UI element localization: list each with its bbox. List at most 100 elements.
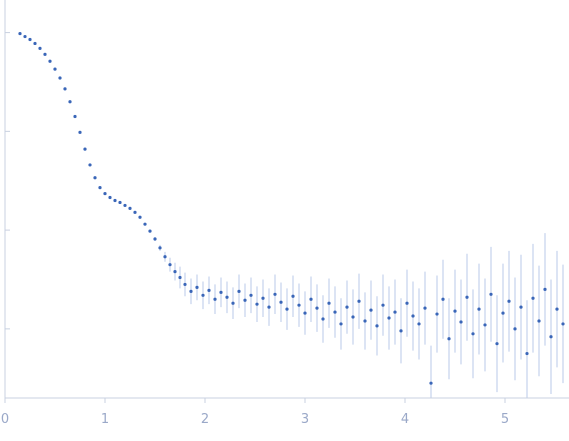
point: [351, 315, 355, 319]
point: [43, 52, 47, 56]
point: [405, 301, 409, 305]
point: [28, 37, 32, 42]
point: [163, 255, 167, 259]
point: [333, 310, 337, 314]
point: [297, 303, 301, 307]
point: [555, 307, 559, 311]
point: [453, 309, 457, 313]
point: [507, 299, 511, 303]
point: [183, 282, 187, 287]
point: [93, 176, 97, 180]
point: [88, 163, 92, 167]
point: [435, 312, 439, 316]
point: [561, 322, 565, 326]
point: [525, 351, 529, 356]
point: [309, 297, 313, 301]
point: [58, 76, 62, 80]
x-tick-label: 3: [301, 412, 309, 427]
point: [483, 323, 487, 327]
point: [471, 332, 475, 336]
error-bars: [19, 32, 564, 398]
point: [243, 298, 247, 302]
point: [393, 310, 397, 314]
point: [231, 301, 235, 305]
point: [381, 303, 385, 307]
point: [489, 292, 493, 296]
point: [113, 198, 117, 203]
point: [23, 34, 27, 39]
point: [63, 87, 67, 91]
point: [459, 320, 463, 324]
point: [148, 229, 152, 233]
point: [78, 130, 82, 134]
point: [189, 289, 193, 293]
point: [261, 296, 265, 300]
point: [417, 322, 421, 326]
point: [315, 306, 319, 310]
point: [108, 195, 112, 200]
x-tick-label: 1: [101, 412, 109, 427]
point: [219, 290, 223, 294]
point: [33, 41, 37, 46]
point: [513, 327, 517, 331]
x-tick-label: 0: [1, 412, 9, 427]
point: [255, 302, 259, 306]
point: [501, 311, 505, 315]
point: [143, 222, 147, 226]
point: [363, 319, 367, 323]
point: [123, 203, 127, 208]
point: [549, 335, 553, 339]
point: [18, 31, 22, 36]
point: [495, 342, 499, 346]
point: [447, 337, 451, 341]
point: [138, 215, 142, 219]
point: [225, 295, 229, 299]
point: [303, 311, 307, 315]
point: [429, 381, 433, 385]
point: [267, 305, 271, 309]
point: [168, 263, 172, 267]
point: [327, 301, 331, 305]
x-tick-label: 5: [501, 412, 509, 427]
point: [48, 59, 52, 63]
point: [68, 100, 72, 104]
point: [423, 306, 427, 310]
point: [178, 275, 182, 280]
points: [18, 31, 565, 385]
point: [345, 305, 349, 309]
point: [291, 294, 295, 298]
point: [207, 288, 211, 292]
point: [118, 200, 122, 205]
point: [279, 300, 283, 304]
point: [237, 289, 241, 293]
point: [153, 237, 157, 241]
point: [357, 299, 361, 303]
point: [133, 210, 137, 214]
x-tick-label: 4: [401, 412, 409, 427]
point: [73, 114, 77, 119]
point: [543, 287, 547, 291]
point: [38, 46, 42, 50]
point: [321, 317, 325, 321]
point: [339, 322, 343, 326]
point: [411, 314, 415, 318]
point: [375, 324, 379, 328]
point: [531, 296, 535, 300]
point: [128, 206, 132, 210]
point: [173, 269, 177, 274]
point: [195, 285, 199, 289]
point: [201, 293, 205, 297]
point: [519, 305, 523, 309]
point: [441, 297, 445, 301]
point: [399, 329, 403, 333]
point: [477, 307, 481, 311]
point: [53, 67, 57, 71]
x-tick-label: 2: [201, 412, 209, 427]
point: [465, 295, 469, 299]
point: [98, 186, 102, 190]
point: [83, 147, 87, 151]
point: [387, 316, 391, 320]
point: [273, 292, 277, 296]
point: [103, 191, 107, 196]
